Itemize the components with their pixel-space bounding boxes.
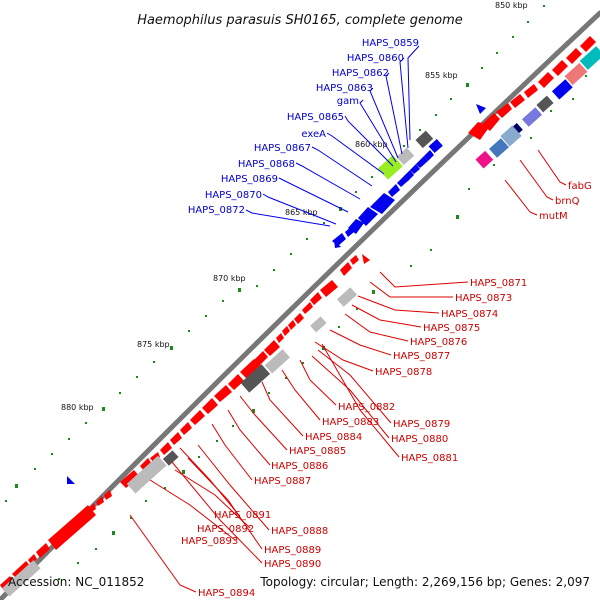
- gene-label-HAPS_0888: HAPS_0888: [271, 526, 328, 537]
- kbp-label-855: 855 kbp: [425, 71, 458, 80]
- gene-label-HAPS_0881: HAPS_0881: [401, 453, 458, 464]
- map-title: Haemophilus parasuis SH0165, complete ge…: [137, 13, 463, 28]
- gene-label-gam: gam: [337, 96, 359, 107]
- gene-label-HAPS_0878: HAPS_0878: [375, 367, 432, 378]
- gene-label-HAPS_0892: HAPS_0892: [197, 524, 254, 535]
- gene-label-HAPS_0882: HAPS_0882: [338, 402, 395, 413]
- gene-label-HAPS_0865: HAPS_0865: [287, 112, 344, 123]
- gene-label-HAPS_0891: HAPS_0891: [214, 510, 271, 521]
- gene-label-HAPS_0880: HAPS_0880: [391, 434, 448, 445]
- red-gene-labels: fabG brnQ mutM HAPS_0871 HAPS_0873 HAPS_…: [181, 181, 592, 599]
- gene-label-fabG: fabG: [568, 181, 592, 192]
- gene-label-HAPS_0876: HAPS_0876: [410, 337, 467, 348]
- outer-tick-ring: [5, 5, 545, 502]
- gene-label-HAPS_0872: HAPS_0872: [188, 205, 245, 216]
- gene-label-brnQ: brnQ: [555, 196, 580, 207]
- gene-label-HAPS_0867: HAPS_0867: [254, 143, 311, 154]
- gene-label-HAPS_0889: HAPS_0889: [264, 545, 321, 556]
- gene-label-HAPS_0894: HAPS_0894: [198, 588, 255, 599]
- blue-gene-labels: HAPS_0859 HAPS_0860 HAPS_0862 HAPS_0863 …: [188, 38, 419, 216]
- gene-label-HAPS_0860: HAPS_0860: [347, 53, 404, 64]
- gene-label-HAPS_0859: HAPS_0859: [362, 38, 419, 49]
- gene-label-mutM: mutM: [539, 211, 568, 222]
- kbp-label-875: 875 kbp: [137, 340, 170, 349]
- gene-label-HAPS_0893: HAPS_0893: [181, 536, 238, 547]
- kbp-label-865: 865 kbp: [285, 208, 318, 217]
- red-leader-lines: [129, 149, 567, 593]
- kbp-label-870: 870 kbp: [213, 274, 246, 283]
- gene-label-HAPS_0870: HAPS_0870: [205, 190, 262, 201]
- gene-cluster-top-right: [468, 36, 600, 169]
- gene-label-HAPS_0875: HAPS_0875: [423, 323, 480, 334]
- gene-label-HAPS_0873: HAPS_0873: [455, 293, 512, 304]
- gene-label-HAPS_0886: HAPS_0886: [271, 461, 328, 472]
- accession-label: Accession: NC_011852: [8, 575, 144, 589]
- kbp-label-850: 850 kbp: [495, 1, 528, 10]
- gene-label-HAPS_0887: HAPS_0887: [254, 476, 311, 487]
- gene-label-exeA: exeA: [301, 129, 326, 140]
- genome-summary: Topology: circular; Length: 2,269,156 bp…: [259, 575, 590, 589]
- gene-label-HAPS_0871: HAPS_0871: [470, 278, 527, 289]
- gene-label-HAPS_0862: HAPS_0862: [332, 68, 389, 79]
- gene-label-HAPS_0890: HAPS_0890: [264, 559, 321, 570]
- gene-label-HAPS_0883: HAPS_0883: [322, 417, 379, 428]
- gene-label-HAPS_0877: HAPS_0877: [393, 351, 450, 362]
- gene-label-HAPS_0879: HAPS_0879: [393, 419, 450, 430]
- inner-tick-ring: [58, 75, 587, 580]
- gene-label-HAPS_0874: HAPS_0874: [441, 309, 498, 320]
- kbp-scale-labels: 850 kbp 855 kbp 860 kbp 865 kbp 870 kbp …: [61, 1, 528, 412]
- gene-label-HAPS_0868: HAPS_0868: [238, 159, 295, 170]
- blue-leader-lines: [245, 45, 420, 227]
- gene-label-HAPS_0884: HAPS_0884: [305, 432, 362, 443]
- kbp-label-880: 880 kbp: [61, 403, 94, 412]
- gene-label-HAPS_0885: HAPS_0885: [289, 446, 346, 457]
- gene-label-HAPS_0863: HAPS_0863: [316, 83, 373, 94]
- grey-gene-boxes: [2, 287, 358, 597]
- gene-label-HAPS_0869: HAPS_0869: [221, 174, 278, 185]
